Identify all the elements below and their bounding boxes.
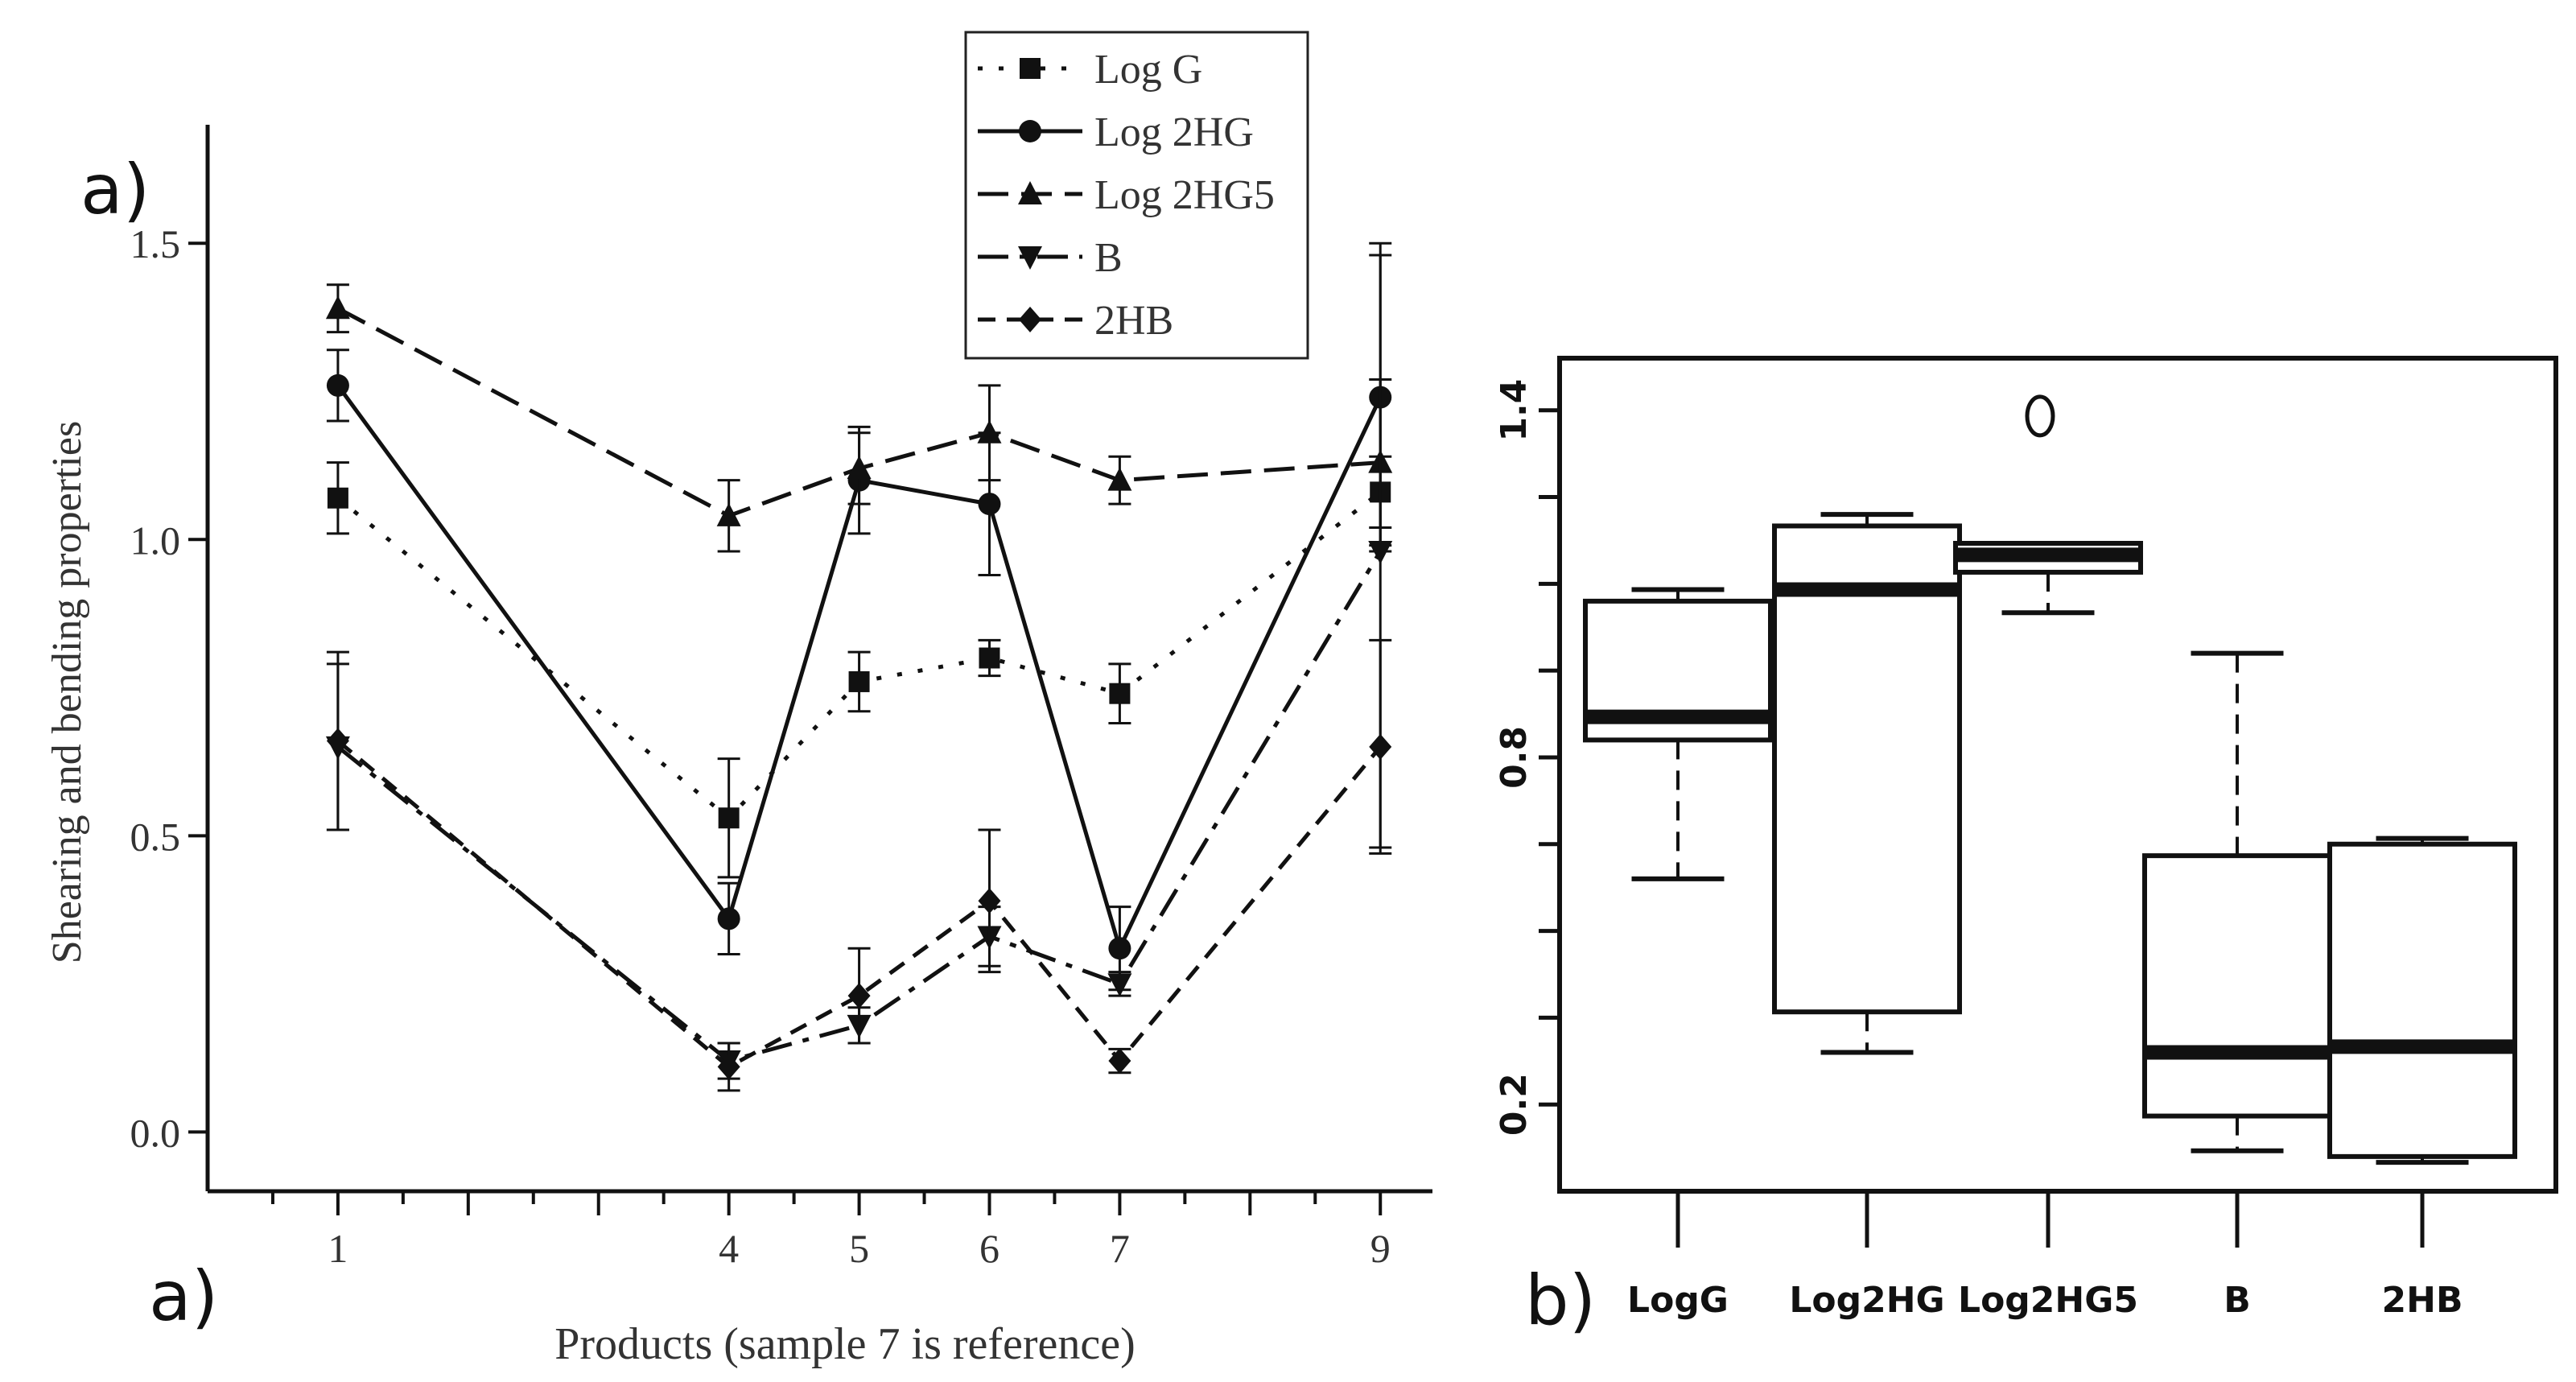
series-log-2hg5 — [325, 283, 1393, 553]
iqr-box — [2327, 841, 2517, 1159]
data-point — [716, 502, 741, 526]
series-line — [336, 550, 1383, 1063]
iqr-box — [2142, 853, 2332, 1119]
x-tick-label: 6 — [979, 1226, 999, 1271]
panel-a-line-chart: a) a) 0.0 0.5 1.0 1.5 1 4 5 6 7 9 Shearing and b… — [44, 31, 1432, 1369]
data-point — [1107, 973, 1132, 997]
data-point — [978, 493, 1001, 516]
panel-b-frame — [1557, 356, 2558, 1194]
iqr-box — [1772, 523, 1962, 1015]
data-point — [718, 807, 740, 829]
panel-a-x-ticks: 1 4 5 6 7 9 — [270, 1191, 1391, 1271]
panel-a-x-axis-label: Products (sample 7 is reference) — [554, 1319, 1136, 1369]
data-point — [978, 888, 1001, 914]
panel-a-label-top: a) — [80, 150, 150, 230]
data-point — [847, 983, 871, 1009]
data-point — [327, 487, 348, 509]
data-point — [977, 419, 1002, 443]
series-line — [336, 384, 1383, 951]
panel-b-boxes — [1583, 394, 2517, 1165]
legend-label: 2HB — [1094, 298, 1173, 344]
panel-a-y-axis-label: Shearing and bending properties — [44, 421, 90, 963]
series-line — [336, 490, 1382, 820]
panel-a-y-ticks: 0.0 0.5 1.0 1.5 — [130, 221, 208, 1155]
data-point — [1368, 541, 1393, 564]
data-point — [848, 670, 870, 692]
y-tick-label: 1.5 — [130, 221, 181, 266]
legend-marker — [1019, 307, 1041, 332]
data-point — [326, 373, 349, 397]
legend-marker — [1018, 181, 1042, 204]
outlier-point — [2025, 394, 2055, 438]
legend-marker — [1020, 58, 1041, 79]
box-log2hg5 — [1953, 394, 2143, 616]
y-tick-label: 1.0 — [130, 518, 181, 563]
box-logg — [1583, 587, 1773, 881]
x-tick-label: 4 — [719, 1226, 739, 1271]
series-log-g — [326, 455, 1392, 879]
panel-b-x-ticks: LogG Log2HG Log2HG5 B 2HB — [1627, 1191, 2463, 1321]
y-tick-label: 0.0 — [130, 1110, 181, 1155]
x-tick-label: Log2HG5 — [1958, 1280, 2138, 1321]
data-point — [326, 728, 349, 754]
legend-label: Log 2HG — [1094, 109, 1254, 155]
x-tick-label: 1 — [328, 1226, 348, 1271]
x-tick-label: LogG — [1627, 1280, 1729, 1321]
data-point — [979, 647, 1000, 669]
x-tick-label: 2HB — [2382, 1280, 2463, 1321]
data-point — [1107, 467, 1132, 491]
x-tick-label: B — [2224, 1280, 2251, 1321]
box-b — [2142, 650, 2332, 1153]
series-2hb — [326, 638, 1392, 1092]
series-line — [336, 739, 1383, 1069]
panel-b-box-plot: 0.2 0.8 1.4 LogG Log2HG Log2HG5 B 2HB b) — [1494, 356, 2558, 1341]
panel-a-legend: Log G Log 2HG Log 2HG5 B 2HB — [964, 31, 1309, 360]
panel-a-label-bottom: a) — [149, 1256, 218, 1337]
x-tick-label: 7 — [1110, 1226, 1130, 1271]
legend-marker — [1019, 120, 1041, 142]
panel-b-y-ticks: 0.2 0.8 1.4 — [1494, 379, 1560, 1136]
series-line — [336, 306, 1381, 518]
y-tick-label: 1.4 — [1494, 379, 1535, 442]
x-tick-label: Log2HG — [1789, 1280, 1944, 1321]
data-point — [847, 455, 872, 479]
y-tick-label: 0.5 — [130, 814, 181, 859]
data-point — [717, 907, 740, 930]
box-log2hg — [1772, 512, 1962, 1055]
x-tick-label: 5 — [849, 1226, 869, 1271]
legend-label: Log 2HG5 — [1094, 172, 1275, 218]
panel-a-series-group — [325, 241, 1393, 1092]
data-point — [1108, 937, 1131, 960]
data-point — [1109, 683, 1131, 704]
box-2hb — [2327, 835, 2517, 1165]
legend-label: B — [1094, 235, 1123, 281]
panel-b-label: b) — [1525, 1260, 1596, 1341]
data-point — [1108, 1048, 1131, 1075]
legend-label: Log G — [1094, 47, 1202, 93]
legend-marker — [1018, 246, 1042, 270]
y-tick-label: 0.2 — [1494, 1073, 1535, 1136]
data-point — [325, 295, 350, 320]
data-point — [1369, 733, 1392, 760]
data-point — [717, 1054, 740, 1080]
x-tick-label: 9 — [1370, 1226, 1391, 1271]
y-tick-label: 0.8 — [1494, 726, 1535, 789]
